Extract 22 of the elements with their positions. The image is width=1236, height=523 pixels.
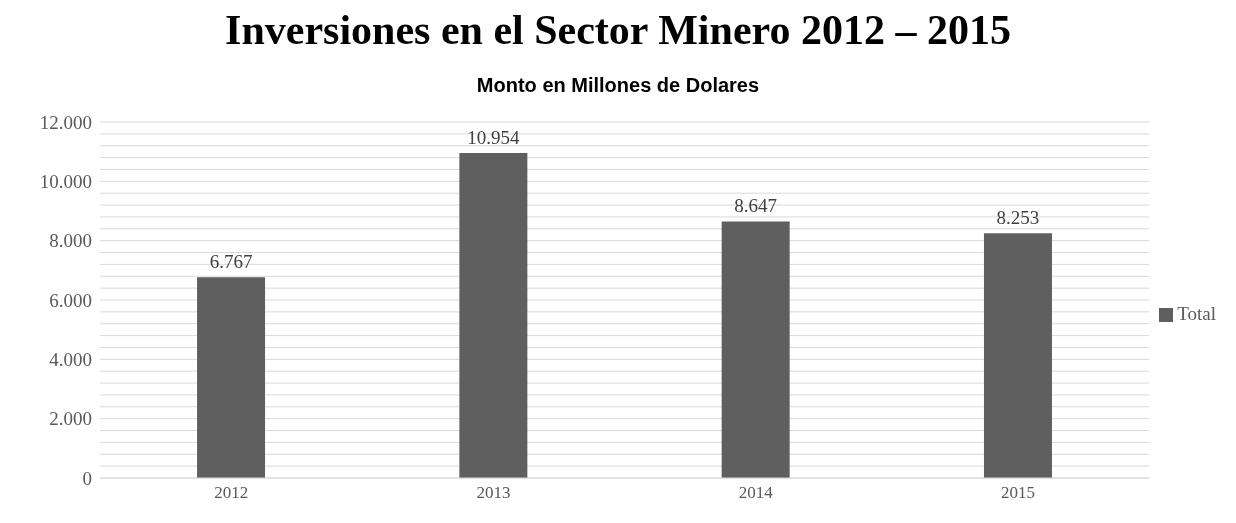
y-tick-label: 10.000	[39, 171, 92, 193]
y-tick-label: 6.000	[49, 289, 92, 311]
bar	[459, 153, 528, 478]
y-tick-label: 4.000	[49, 349, 92, 371]
y-tick-label: 2.000	[49, 408, 92, 430]
x-tick-label: 2015	[1001, 483, 1036, 503]
data-label: 8.647	[734, 195, 778, 217]
x-tick-label: 2014	[738, 483, 774, 503]
x-tick-label: 2012	[214, 483, 249, 503]
bar	[983, 233, 1052, 478]
data-label: 10.954	[467, 127, 520, 149]
bar	[197, 277, 266, 478]
y-tick-label: 8.000	[49, 230, 92, 252]
data-label: 6.767	[209, 251, 253, 273]
x-tick-label: 2013	[476, 483, 511, 503]
chart-title: Inversiones en el Sector Minero 2012 – 2015	[224, 6, 1012, 54]
y-tick-label: 12.000	[39, 111, 92, 133]
legend-label: Total	[1177, 302, 1216, 324]
bar	[721, 221, 790, 478]
y-tick-label: 0	[82, 467, 92, 489]
data-label: 8.253	[996, 207, 1040, 229]
chart-subtitle: Monto en Millones de Dolares	[475, 74, 761, 97]
